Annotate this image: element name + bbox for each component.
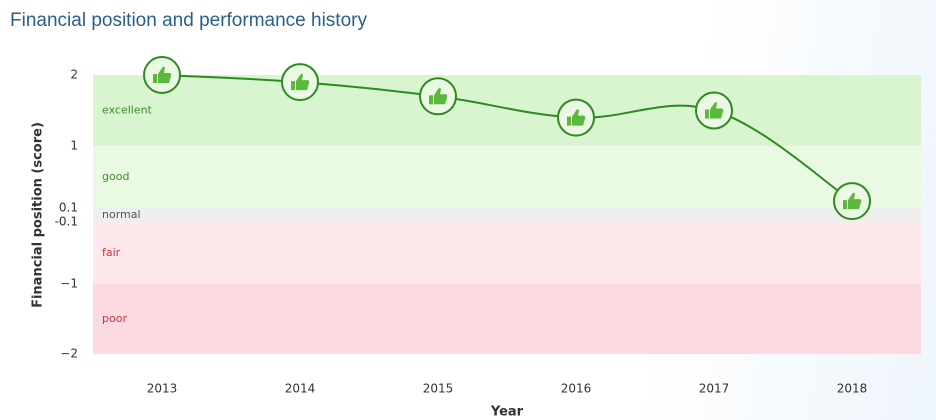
thumbs-up-icon	[429, 87, 448, 105]
band-label: excellent	[102, 104, 153, 117]
thumbs-up-icon	[567, 109, 586, 126]
x-tick-label: 2017	[699, 382, 730, 396]
chart-title: Financial position and performance histo…	[10, 10, 367, 31]
band	[93, 208, 921, 222]
band-label: poor	[102, 312, 127, 325]
band-label: good	[102, 170, 129, 183]
plot	[143, 56, 871, 221]
icon-thumb	[710, 102, 724, 119]
y-tick-label: 2	[70, 68, 78, 82]
band	[93, 75, 921, 146]
band-label: normal	[102, 208, 141, 221]
x-tick-label: 2016	[561, 382, 592, 396]
x-axis-title: Year	[490, 405, 524, 420]
icon-cuff	[843, 200, 847, 210]
x-tick-label: 2018	[837, 382, 868, 396]
band	[93, 284, 921, 354]
y-tick-label: -0.1	[55, 215, 78, 229]
icon-thumb	[296, 73, 310, 91]
y-tick-label: −1	[60, 277, 78, 291]
bands: excellent good normal fair poor	[93, 75, 921, 354]
icon-cuff	[705, 109, 709, 119]
x-tick-label: 2014	[285, 382, 316, 396]
x-tick-label: 2013	[147, 382, 178, 396]
icon-cuff	[567, 116, 571, 126]
y-tick-label: 0.1	[59, 201, 78, 215]
y-axis-title: Financial position (score)	[31, 122, 46, 308]
band-label: fair	[102, 246, 121, 259]
icon-thumb	[848, 192, 862, 210]
icon-cuff	[291, 81, 295, 91]
thumbs-up-icon	[843, 192, 862, 210]
thumbs-up-icon	[153, 66, 172, 83]
band	[93, 222, 921, 284]
icon-cuff	[153, 74, 157, 83]
icon-thumb	[572, 109, 586, 126]
x-tick-label: 2015	[423, 382, 454, 396]
band	[93, 146, 921, 208]
thumbs-up-icon	[291, 73, 310, 91]
y-tick-label: 1	[70, 139, 78, 153]
icon-thumb	[434, 87, 448, 105]
y-tick-label: −2	[60, 347, 78, 361]
icon-cuff	[429, 95, 433, 105]
axes: 2 1 0.1-0.1 −1 −2 2013 2014 2015 2016 2017 2018	[55, 68, 868, 396]
icon-thumb	[158, 66, 172, 83]
thumbs-up-icon	[705, 102, 724, 119]
